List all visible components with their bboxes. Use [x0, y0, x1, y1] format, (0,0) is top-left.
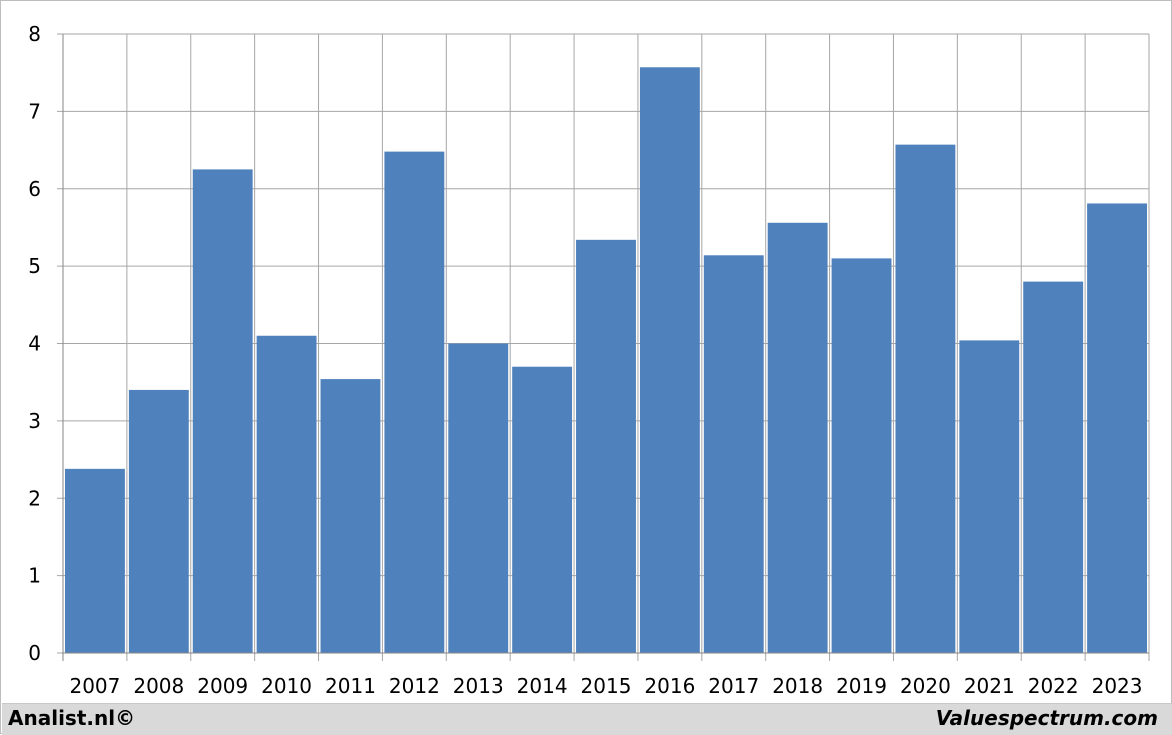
bar-2020 [895, 144, 956, 654]
y-tick-label: 6 [28, 177, 41, 201]
x-tick-label: 2020 [900, 674, 951, 698]
bar-2022 [1023, 281, 1084, 653]
bar-2009 [192, 169, 253, 653]
bar-2016 [639, 67, 700, 654]
y-tick-label: 3 [28, 409, 41, 433]
footer-copyright: Analist.nl© [8, 706, 136, 730]
x-tick-label: 2017 [708, 674, 759, 698]
x-tick-label: 2010 [261, 674, 312, 698]
x-tick-label: 2015 [581, 674, 632, 698]
x-tick-label: 2022 [1028, 674, 1079, 698]
x-tick-label: 2007 [69, 674, 120, 698]
bar-2008 [128, 389, 189, 653]
y-tick-label: 8 [28, 22, 41, 46]
bar-chart: 0 1 2 3 4 5 6 7 8 2007 2008 2009 2010 2011 2012 2013 201… [28, 22, 1150, 698]
bar-2021 [959, 340, 1020, 653]
footer-source: Valuespectrum.com [935, 706, 1158, 730]
x-tick-label: 2008 [133, 674, 184, 698]
x-tick-label: 2011 [325, 674, 376, 698]
bar-2019 [831, 258, 892, 653]
y-tick-label: 4 [28, 332, 41, 356]
bar-2023 [1087, 203, 1147, 654]
x-tick-label: 2023 [1092, 674, 1143, 698]
x-tick-label: 2018 [772, 674, 823, 698]
bar-2015 [576, 239, 636, 653]
x-tick-label: 2012 [389, 674, 440, 698]
x-tick-label: 2013 [453, 674, 504, 698]
y-tick-label: 2 [28, 486, 41, 510]
y-tick-label: 1 [28, 564, 41, 588]
y-tick-label: 7 [28, 99, 41, 123]
bar-2012 [384, 151, 445, 654]
y-tick-label: 5 [28, 254, 41, 278]
bar-2010 [256, 335, 317, 653]
bar-2018 [767, 222, 828, 654]
x-tick-label: 2016 [644, 674, 695, 698]
bar-2011 [320, 379, 381, 653]
x-tick-label: 2014 [517, 674, 568, 698]
bar-2013 [448, 343, 509, 653]
x-tick-label: 2021 [964, 674, 1015, 698]
bar-2007 [65, 468, 125, 653]
bar-2014 [512, 366, 573, 653]
footer-bar: Analist.nl© Valuespectrum.com [2, 703, 1172, 735]
x-tick-label: 2019 [836, 674, 887, 698]
bar-2017 [703, 255, 764, 654]
x-tick-label: 2009 [197, 674, 248, 698]
y-tick-label: 0 [28, 641, 41, 665]
